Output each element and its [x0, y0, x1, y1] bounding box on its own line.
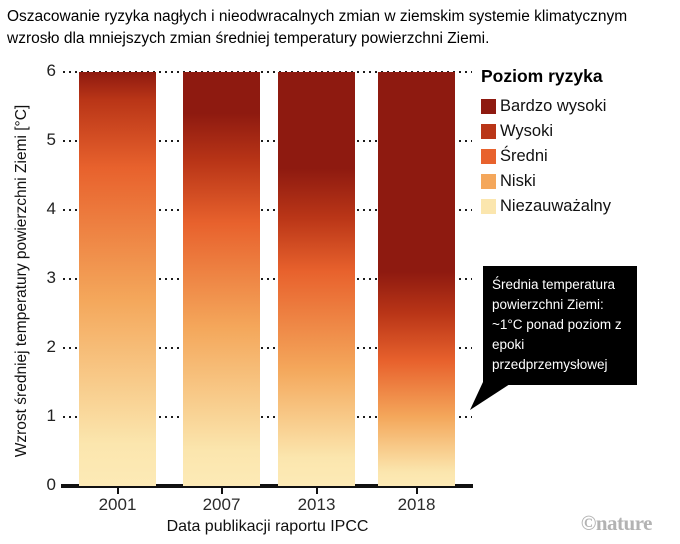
- gridline-2: [63, 347, 472, 349]
- x-tick-label-2007: 2007: [202, 495, 241, 514]
- legend-item-2: Średni: [481, 144, 677, 169]
- legend-item-0: Bardzo wysoki: [481, 94, 677, 119]
- chart-title: Oszacowanie ryzyka nagłych i nieodwracal…: [7, 8, 628, 47]
- y-tick-label-2: 2: [46, 337, 56, 356]
- gridline-3: [63, 278, 472, 280]
- x-tick-label-2001: 2001: [98, 495, 137, 514]
- nature-logo: ©nature: [580, 511, 653, 535]
- y-tick-label-3: 3: [46, 268, 56, 287]
- legend-items: Bardzo wysoki Wysoki Średni Niski Niezauważa…: [481, 94, 677, 219]
- legend-swatch-icon: [481, 99, 496, 114]
- annotation-text: Średnia temperatura powierzchni Ziemi: ~…: [492, 277, 622, 372]
- legend-item-4: Niezauważalny: [481, 194, 677, 219]
- legend-item-label: Niski: [500, 172, 536, 190]
- x-tick-label-2018: 2018: [397, 495, 436, 514]
- legend-item-1: Wysoki: [481, 119, 677, 144]
- gridline-4: [63, 209, 472, 211]
- legend: Poziom ryzyka Bardzo wysoki Wysoki Średni N…: [481, 66, 677, 219]
- legend-item-label: Bardzo wysoki: [500, 97, 607, 115]
- bar-2018: [378, 72, 455, 486]
- legend-title: Poziom ryzyka: [481, 66, 603, 86]
- y-tick-label-1: 1: [46, 406, 56, 425]
- x-tick-2001: [116, 488, 119, 494]
- gridline-6: [63, 71, 472, 73]
- y-tick-label-5: 5: [46, 130, 56, 149]
- x-tick-label-2013: 2013: [297, 495, 336, 514]
- x-axis-line: [61, 484, 473, 488]
- plot-area: [63, 71, 472, 486]
- legend-item-3: Niski: [481, 169, 677, 194]
- legend-swatch-icon: [481, 124, 496, 139]
- legend-item-label: Wysoki: [500, 122, 554, 140]
- annotation-arrow-icon: [470, 382, 513, 410]
- x-tick-2013: [315, 488, 318, 494]
- bar-2001: [79, 72, 156, 486]
- legend-item-label: Niezauważalny: [500, 197, 611, 215]
- x-axis-title: Data publikacji raportu IPCC: [166, 518, 369, 535]
- y-tick-label-0: 0: [46, 475, 56, 494]
- legend-swatch-icon: [481, 174, 496, 189]
- legend-item-label: Średni: [500, 147, 548, 165]
- y-tick-label-6: 6: [46, 61, 56, 80]
- bar-2013: [278, 72, 355, 486]
- x-tick-2018: [415, 488, 418, 494]
- x-tick-2007: [220, 488, 223, 494]
- legend-swatch-icon: [481, 199, 496, 214]
- gridline-5: [63, 140, 472, 142]
- legend-swatch-icon: [481, 149, 496, 164]
- y-tick-label-4: 4: [46, 199, 56, 218]
- gridline-1: [63, 416, 472, 418]
- bar-2007: [183, 72, 260, 486]
- annotation-callout: Średnia temperatura powierzchni Ziemi: ~…: [483, 266, 637, 385]
